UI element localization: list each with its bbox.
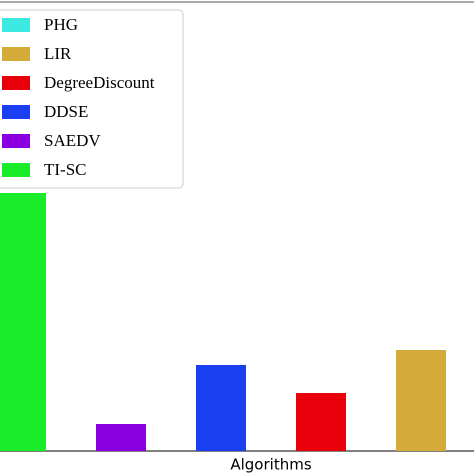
bars [0, 193, 446, 451]
bar [396, 350, 446, 451]
bar [96, 424, 146, 451]
legend-swatch [2, 47, 30, 61]
legend-swatch [2, 105, 30, 119]
x-axis-label: Algorithms [230, 456, 311, 474]
legend-swatch [2, 18, 30, 32]
legend-label: TI-SC [44, 160, 87, 179]
legend-swatch [2, 76, 30, 90]
legend-swatch [2, 163, 30, 177]
bar [296, 393, 346, 451]
legend-label: DDSE [44, 102, 88, 121]
legend-label: LIR [44, 44, 72, 63]
legend-swatch [2, 134, 30, 148]
legend-label: DegreeDiscount [44, 73, 155, 92]
legend-box [0, 9, 184, 189]
legend: PHG LIR DegreeDiscount DDSE SAEDV TI-SC [2, 15, 155, 179]
legend-label: PHG [44, 15, 78, 34]
bar [0, 193, 46, 451]
legend-label: SAEDV [44, 131, 101, 150]
bar [196, 365, 246, 451]
